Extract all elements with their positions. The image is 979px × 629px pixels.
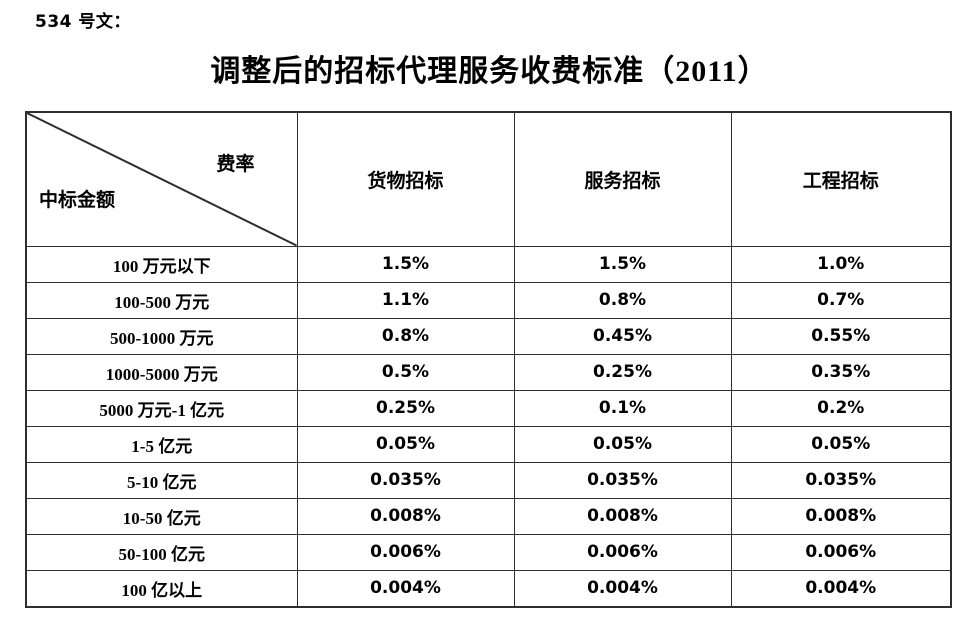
table-row: 1000-5000 万元 0.5% 0.25% 0.35% bbox=[25, 353, 952, 391]
row-label: 1-5 亿元 bbox=[25, 425, 298, 463]
fee-cell: 0.8% bbox=[513, 281, 732, 319]
column-header-goods-bidding: 货物招标 bbox=[296, 111, 515, 247]
row-label: 500-1000 万元 bbox=[25, 317, 298, 355]
fee-cell: 0.45% bbox=[513, 317, 732, 355]
column-header-engineering-bidding: 工程招标 bbox=[730, 111, 952, 247]
fee-cell: 0.006% bbox=[730, 533, 952, 571]
page-title: 调整后的招标代理服务收费标准（2011） bbox=[210, 55, 769, 88]
row-label: 1000-5000 万元 bbox=[25, 353, 298, 391]
table-row: 100 万元以下 1.5% 1.5% 1.0% bbox=[25, 245, 952, 283]
fee-cell: 0.05% bbox=[730, 425, 952, 463]
fee-cell: 0.004% bbox=[730, 569, 952, 607]
fee-cell: 0.35% bbox=[730, 353, 952, 391]
header-row: 费率 中标金额 货物招标 服务招标 工程招标 bbox=[25, 111, 952, 247]
fee-cell: 0.004% bbox=[513, 569, 732, 607]
row-label: 100-500 万元 bbox=[25, 281, 298, 319]
fee-cell: 0.1% bbox=[513, 389, 732, 427]
fee-cell: 0.008% bbox=[296, 497, 515, 535]
fee-cell: 0.004% bbox=[296, 569, 515, 607]
fee-cell: 0.035% bbox=[730, 461, 952, 499]
fee-cell: 0.035% bbox=[296, 461, 515, 499]
row-label: 100 万元以下 bbox=[25, 245, 298, 283]
corner-header-cell: 费率 中标金额 bbox=[25, 111, 298, 247]
doc-number-label: 534 号文： bbox=[35, 12, 131, 32]
row-label: 10-50 亿元 bbox=[25, 497, 298, 535]
fee-cell: 0.008% bbox=[730, 497, 952, 535]
table-row: 1-5 亿元 0.05% 0.05% 0.05% bbox=[25, 425, 952, 463]
fee-cell: 0.05% bbox=[296, 425, 515, 463]
column-header-service-bidding: 服务招标 bbox=[513, 111, 732, 247]
fee-cell: 0.8% bbox=[296, 317, 515, 355]
table-row: 5-10 亿元 0.035% 0.035% 0.035% bbox=[25, 461, 952, 499]
fee-cell: 0.7% bbox=[730, 281, 952, 319]
table-row: 10-50 亿元 0.008% 0.008% 0.008% bbox=[25, 497, 952, 535]
table-row: 500-1000 万元 0.8% 0.45% 0.55% bbox=[25, 317, 952, 355]
corner-label-bid-amount: 中标金额 bbox=[39, 190, 116, 211]
table-row: 50-100 亿元 0.006% 0.006% 0.006% bbox=[25, 533, 952, 571]
fee-table: 费率 中标金额 货物招标 服务招标 工程招标 100 万元以下 1.5% 1.5… bbox=[25, 111, 952, 608]
table-row: 100-500 万元 1.1% 0.8% 0.7% bbox=[25, 281, 952, 319]
fee-cell: 1.0% bbox=[730, 245, 952, 283]
row-label: 100 亿以上 bbox=[25, 569, 298, 607]
fee-cell: 0.25% bbox=[296, 389, 515, 427]
diagonal-divider-line bbox=[27, 113, 296, 245]
corner-label-rate: 费率 bbox=[216, 154, 255, 175]
fee-cell: 0.008% bbox=[513, 497, 732, 535]
row-label: 5-10 亿元 bbox=[25, 461, 298, 499]
fee-cell: 0.5% bbox=[296, 353, 515, 391]
fee-cell: 0.05% bbox=[513, 425, 732, 463]
fee-cell: 0.2% bbox=[730, 389, 952, 427]
fee-cell: 1.5% bbox=[296, 245, 515, 283]
table-row: 5000 万元-1 亿元 0.25% 0.1% 0.2% bbox=[25, 389, 952, 427]
fee-cell: 0.55% bbox=[730, 317, 952, 355]
row-label: 5000 万元-1 亿元 bbox=[25, 389, 298, 427]
row-label: 50-100 亿元 bbox=[25, 533, 298, 571]
fee-cell: 1.5% bbox=[513, 245, 732, 283]
fee-cell: 0.25% bbox=[513, 353, 732, 391]
fee-cell: 0.035% bbox=[513, 461, 732, 499]
fee-cell: 0.006% bbox=[296, 533, 515, 571]
table-row: 100 亿以上 0.004% 0.004% 0.004% bbox=[25, 569, 952, 607]
fee-cell: 0.006% bbox=[513, 533, 732, 571]
fee-cell: 1.1% bbox=[296, 281, 515, 319]
